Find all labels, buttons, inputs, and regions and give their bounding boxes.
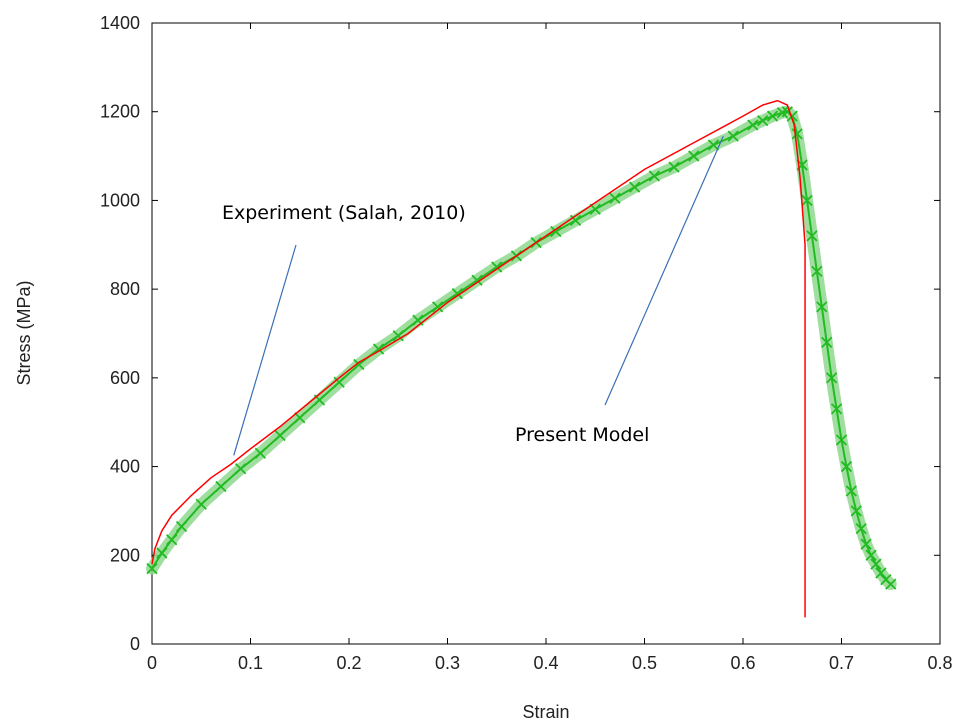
present-model-point [146,562,158,575]
y-tick-label: 1000 [100,190,140,210]
present-model-point [688,150,700,162]
y-tick-label: 1400 [100,13,140,33]
present-model-point [156,547,168,559]
present-model-point [215,480,227,493]
present-model-point [885,578,897,590]
present-model-point [432,301,444,313]
present-model-point [254,447,266,459]
present-model-point [811,265,823,278]
present-model-series-line [151,110,892,585]
y-tick-label: 800 [110,279,140,299]
present-model-point [668,161,680,173]
present-model-point [195,498,207,510]
present-model-band [146,105,897,591]
x-tick-label: 0.7 [829,653,854,673]
present-model-point [821,336,833,349]
present-model-point [850,505,862,517]
present-model-point [451,287,463,300]
present-model-point [757,114,769,127]
x-tick-label: 0.5 [632,653,657,673]
y-tick-label: 400 [110,457,140,477]
present-model-point [801,194,813,207]
x-tick-label: 0.1 [238,653,263,673]
present-model-point [727,130,739,142]
present-model-point [274,429,286,442]
present-model-point [471,274,483,286]
present-model-point [830,403,843,415]
present-model-point [845,485,857,497]
experiment-series-line [151,99,806,618]
present-model-point [791,128,803,140]
present-model-point [235,463,247,475]
present-model-point [392,330,404,342]
present-model-point [589,203,601,215]
experiment-leader-line [233,244,297,456]
present-model-point [550,225,562,238]
present-model-point [865,549,877,561]
x-tick-label: 0 [147,653,157,673]
present-model-point [491,261,503,273]
present-model-point [855,523,867,535]
present-model-point [860,538,872,550]
present-model-point [569,214,582,227]
present-model-point [786,110,798,122]
x-tick-label: 0.4 [533,653,558,673]
x-tick-label: 0.8 [927,653,952,673]
present-model-point [766,110,779,122]
y-tick-label: 0 [130,634,140,654]
x-tick-label: 0.2 [336,653,361,673]
present-model-point [707,139,720,151]
present-model-point [840,460,853,473]
y-axis-label: Stress (MPa) [14,280,34,385]
present-model-leader-line [604,135,724,406]
x-axis-ticks: 0 0.1 0.2 0.3 0.4 0.5 0.6 0.7 0.8 [147,23,953,673]
present-model-point [806,230,818,242]
present-model-point [826,372,838,384]
present-model-point [648,170,660,182]
present-model-point [333,376,345,388]
y-tick-label: 200 [110,545,140,565]
present-model-point [747,119,759,131]
x-axis-label: Strain [522,702,569,722]
annotations-layer: Experiment (Salah, 2010) Present Model [222,135,724,456]
x-tick-label: 0.6 [730,653,755,673]
present-model-point [294,412,306,424]
present-model-point [166,534,178,546]
present-model-point [835,434,848,446]
experiment-annotation: Experiment (Salah, 2010) [222,202,466,224]
present-model-point [609,192,621,204]
present-model-point [629,181,641,193]
x-tick-label: 0.3 [435,653,460,673]
present-model-annotation: Present Model [515,424,649,446]
series-layer [146,99,897,618]
present-model-point [870,558,882,570]
present-model-point [816,301,828,313]
present-model-point [875,567,887,579]
y-tick-label: 1200 [100,102,140,122]
present-model-point [175,520,188,533]
y-tick-label: 600 [110,368,140,388]
y-axis-ticks: 0 200 400 600 800 1000 1200 1400 [100,13,940,654]
